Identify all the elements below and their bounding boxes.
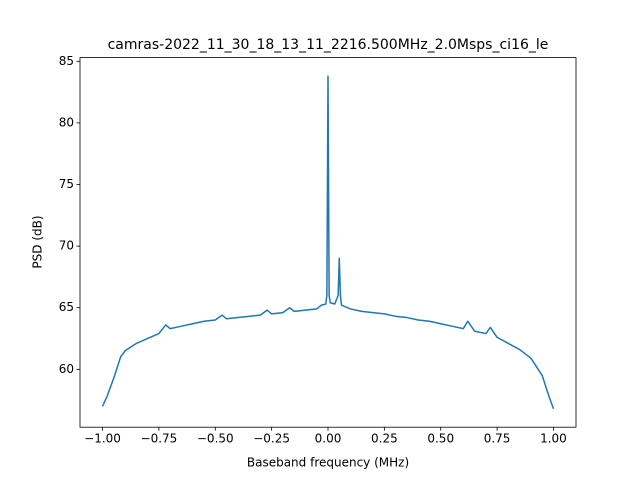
x-tick-label: 0.50 (427, 432, 454, 446)
x-tick-label: −0.25 (253, 432, 290, 446)
x-tick-label: −0.50 (197, 432, 234, 446)
y-tick-label: 85 (59, 54, 74, 68)
plot-frame (79, 57, 577, 428)
y-tick-label: 80 (59, 115, 74, 129)
y-tick-label: 70 (59, 239, 74, 253)
data-line (101, 75, 555, 409)
x-tick-label: 0.00 (315, 432, 342, 446)
x-tick-label: 0.75 (484, 432, 511, 446)
x-tick-label: 1.00 (540, 432, 567, 446)
x-tick-label: 0.25 (371, 432, 398, 446)
x-tick-label: −0.75 (141, 432, 178, 446)
y-axis-label: PSD (dB) (31, 215, 45, 268)
x-axis-label: Baseband frequency (MHz) (247, 456, 409, 470)
x-tick-label: −1.00 (84, 432, 121, 446)
y-tick-label: 65 (59, 300, 74, 314)
y-tick-label: 75 (59, 177, 74, 191)
y-tick-label: 60 (59, 362, 74, 376)
chart-title: camras-2022_11_30_18_13_11_2216.500MHz_2… (108, 37, 549, 53)
